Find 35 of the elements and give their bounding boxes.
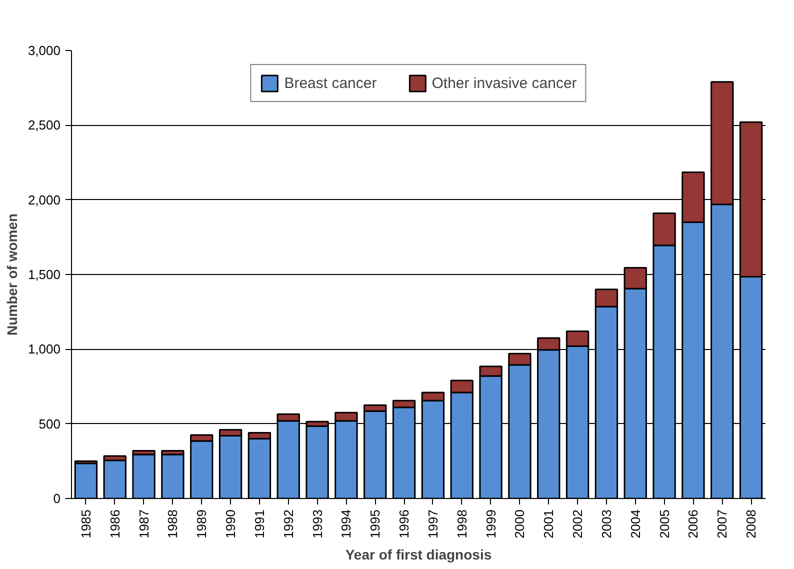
y-tick-label: 2,500 (28, 118, 61, 133)
x-tick-label: 2007 (714, 510, 730, 538)
y-tick-label: 1,500 (28, 267, 61, 282)
x-tick-label: 1994 (338, 510, 354, 538)
legend-label: Other invasive cancer (432, 74, 577, 92)
x-axis-title: Year of first diagnosis (345, 546, 492, 562)
x-tick-label: 2000 (512, 510, 528, 538)
x-tick-label: 2006 (686, 510, 701, 538)
x-tick-label: 1990 (223, 510, 238, 538)
y-axis-title: Number of women (4, 213, 20, 336)
x-tick-label: 1987 (136, 510, 152, 538)
x-tick-label: 2001 (541, 510, 556, 538)
x-tick-label: 1993 (310, 510, 325, 538)
x-tick-label: 1997 (425, 510, 440, 538)
x-tick-label: 2004 (628, 510, 643, 538)
y-tick-label: 3,000 (28, 43, 61, 58)
legend-label: Breast cancer (284, 74, 377, 92)
x-tick-label: 1992 (280, 510, 296, 538)
x-tick-label: 1986 (107, 510, 122, 538)
x-tick-label: 2003 (598, 510, 614, 538)
x-tick-label: 1996 (396, 510, 412, 538)
y-tick-label: 2,000 (28, 192, 61, 208)
x-tick-label: 1989 (194, 510, 210, 538)
y-tick-label: 1,000 (28, 342, 61, 357)
x-tick-label: 1995 (368, 510, 383, 538)
x-tick-label: 2005 (656, 510, 672, 538)
x-tick-label: 2008 (744, 510, 759, 538)
x-tick-label: 1991 (252, 510, 267, 538)
x-tick-label: 1988 (165, 510, 180, 538)
y-tick-label: 500 (38, 416, 61, 432)
x-tick-label: 1985 (78, 510, 94, 538)
y-tick-label: 0 (53, 491, 61, 506)
x-tick-label: 2002 (570, 510, 586, 538)
x-tick-label: 1999 (483, 510, 498, 538)
x-tick-label: 1998 (454, 510, 470, 538)
